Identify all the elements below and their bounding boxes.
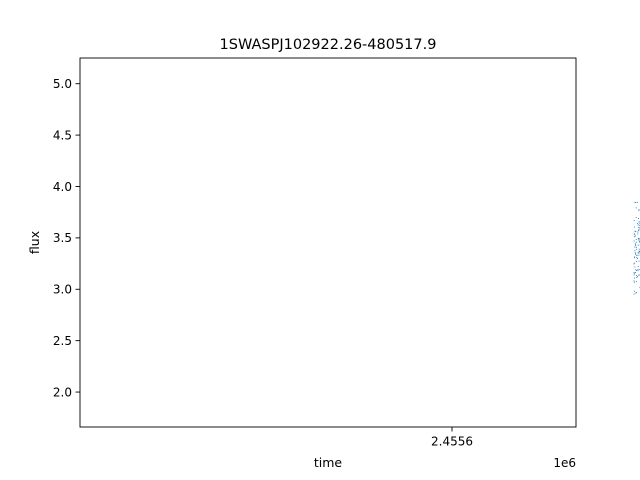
data-point bbox=[634, 234, 636, 236]
chart-title: 1SWASPJ102922.26-480517.9 bbox=[220, 37, 437, 53]
data-point bbox=[636, 241, 638, 243]
data-point bbox=[638, 274, 640, 276]
data-point bbox=[637, 276, 638, 278]
data-point bbox=[638, 251, 640, 253]
data-point bbox=[635, 253, 637, 255]
data-point bbox=[638, 260, 640, 262]
data-point bbox=[634, 277, 636, 279]
data-point bbox=[638, 230, 640, 232]
data-point bbox=[637, 266, 639, 268]
data-point bbox=[638, 209, 640, 211]
data-point bbox=[637, 233, 639, 235]
data-point bbox=[636, 292, 638, 294]
data-point bbox=[637, 252, 639, 254]
data-point bbox=[634, 246, 636, 248]
y-tick-label: 5.0 bbox=[53, 77, 72, 91]
data-point bbox=[634, 256, 636, 258]
data-point bbox=[633, 233, 635, 235]
data-point bbox=[633, 280, 635, 282]
data-point bbox=[636, 254, 638, 256]
data-point bbox=[637, 223, 639, 224]
plot-frame bbox=[79, 57, 577, 428]
data-point bbox=[638, 268, 640, 270]
data-point bbox=[636, 276, 638, 278]
data-point bbox=[633, 240, 635, 242]
y-tick-label: 2.0 bbox=[53, 385, 72, 399]
data-point bbox=[637, 258, 638, 259]
data-point bbox=[637, 231, 639, 233]
data-point bbox=[638, 241, 640, 243]
data-point bbox=[637, 270, 639, 272]
data-point bbox=[634, 251, 636, 253]
data-point bbox=[635, 280, 637, 282]
data-point bbox=[638, 227, 640, 229]
data-point bbox=[638, 209, 639, 211]
data-point bbox=[633, 272, 635, 273]
data-point bbox=[634, 257, 636, 259]
data-point bbox=[635, 201, 637, 203]
data-point bbox=[634, 226, 635, 228]
y-axis-ticks: 2.0 2.5 3.0 3.5 4.0 4.5 5.0 bbox=[53, 77, 80, 399]
y-tick-label: 4.0 bbox=[53, 180, 72, 194]
data-point bbox=[638, 218, 639, 219]
x-tick-label: 2.4556 bbox=[431, 435, 473, 449]
data-point bbox=[638, 248, 640, 250]
y-tick-label: 3.5 bbox=[53, 231, 72, 245]
data-point bbox=[633, 273, 635, 275]
data-point bbox=[633, 220, 635, 221]
data-point bbox=[638, 254, 640, 256]
data-point bbox=[638, 238, 640, 240]
data-point bbox=[635, 292, 637, 294]
y-tick-label: 4.5 bbox=[53, 128, 72, 142]
data-point bbox=[634, 266, 636, 268]
data-point bbox=[636, 201, 638, 203]
data-point bbox=[634, 290, 635, 292]
data-point bbox=[638, 221, 640, 223]
data-point bbox=[636, 275, 638, 277]
y-tick-label: 3.0 bbox=[53, 283, 72, 297]
data-point bbox=[637, 238, 639, 240]
y-axis-label: flux bbox=[27, 231, 42, 254]
data-point bbox=[633, 263, 635, 265]
data-point bbox=[635, 272, 636, 273]
data-point bbox=[637, 244, 639, 246]
y-tick-label: 2.5 bbox=[53, 334, 72, 348]
data-point bbox=[637, 224, 639, 226]
data-point bbox=[635, 216, 637, 218]
data-point bbox=[637, 237, 639, 239]
data-point bbox=[633, 281, 635, 283]
x-axis-label: time bbox=[314, 455, 343, 470]
data-point bbox=[638, 239, 640, 241]
data-point bbox=[635, 239, 637, 240]
data-point bbox=[633, 293, 635, 295]
data-point bbox=[634, 242, 636, 244]
data-point bbox=[637, 269, 639, 271]
data-point bbox=[636, 270, 637, 271]
data-point bbox=[633, 262, 635, 264]
data-point bbox=[638, 224, 640, 226]
data-point bbox=[633, 274, 635, 276]
data-point bbox=[635, 235, 636, 237]
data-point bbox=[634, 230, 636, 232]
data-point bbox=[634, 250, 636, 252]
data-point bbox=[635, 261, 637, 262]
data-point bbox=[635, 231, 637, 232]
data-point bbox=[635, 207, 637, 209]
data-point bbox=[636, 248, 638, 250]
data-point bbox=[638, 250, 640, 252]
data-point bbox=[635, 253, 636, 255]
data-point bbox=[638, 229, 640, 231]
data-point bbox=[638, 252, 640, 254]
data-point bbox=[635, 246, 637, 248]
data-point bbox=[635, 244, 637, 246]
data-point bbox=[635, 269, 637, 271]
data-point bbox=[634, 236, 635, 238]
x-axis-offset-label: 1e6 bbox=[553, 456, 576, 470]
data-point bbox=[634, 201, 636, 203]
data-point bbox=[636, 256, 638, 258]
